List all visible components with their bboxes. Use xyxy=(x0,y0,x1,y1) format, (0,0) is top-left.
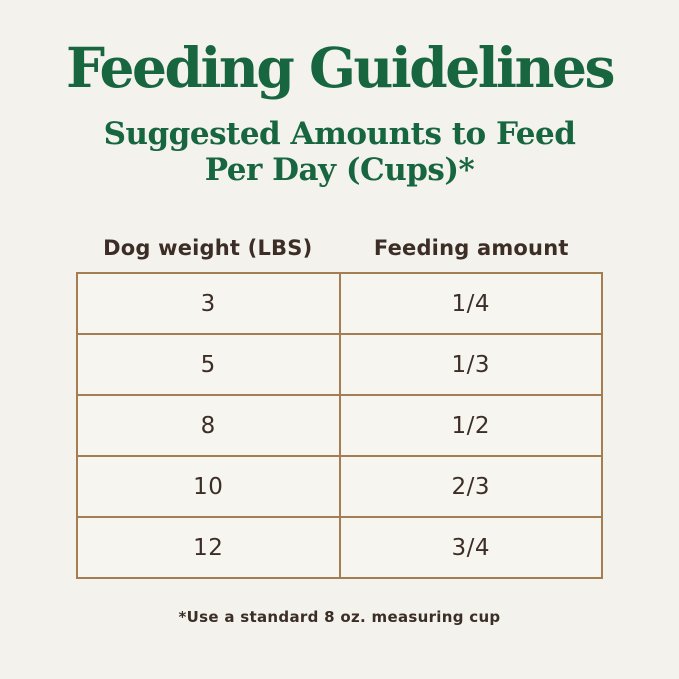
feeding-table-body: 3 1/4 5 1/3 8 1/2 10 2/3 12 3/4 xyxy=(76,272,603,579)
measuring-cup-footnote: *Use a standard 8 oz. measuring cup xyxy=(178,608,501,626)
feeding-amount-cell: 1/4 xyxy=(338,272,603,335)
feeding-amount-cell: 1/2 xyxy=(338,394,603,457)
feeding-amount-cell: 3/4 xyxy=(338,516,603,579)
dog-weight-cell: 10 xyxy=(76,455,341,518)
page-subtitle: Suggested Amounts to Feed Per Day (Cups)… xyxy=(0,116,679,188)
table-row: 5 1/3 xyxy=(76,333,603,396)
subtitle-line-1: Suggested Amounts to Feed xyxy=(103,116,576,152)
table-row: 10 2/3 xyxy=(76,455,603,518)
dog-weight-cell: 5 xyxy=(76,333,341,396)
dog-weight-cell: 3 xyxy=(76,272,341,335)
feeding-amount-cell: 1/3 xyxy=(338,333,603,396)
table-column-headers: Dog weight (LBS) Feeding amount xyxy=(76,236,603,260)
column-header-feeding-amount: Feeding amount xyxy=(373,236,569,260)
table-row: 3 1/4 xyxy=(76,272,603,335)
column-header-dog-weight: Dog weight (LBS) xyxy=(103,236,313,260)
subtitle-line-2: Per Day (Cups)* xyxy=(204,152,475,188)
dog-weight-cell: 12 xyxy=(76,516,341,579)
table-row: 8 1/2 xyxy=(76,394,603,457)
feeding-table: 3 1/4 5 1/3 8 1/2 10 2/3 12 3/4 xyxy=(76,272,603,579)
dog-weight-cell: 8 xyxy=(76,394,341,457)
page-title: Feeding Guidelines xyxy=(65,35,616,100)
feeding-amount-cell: 2/3 xyxy=(338,455,603,518)
table-row: 12 3/4 xyxy=(76,516,603,579)
